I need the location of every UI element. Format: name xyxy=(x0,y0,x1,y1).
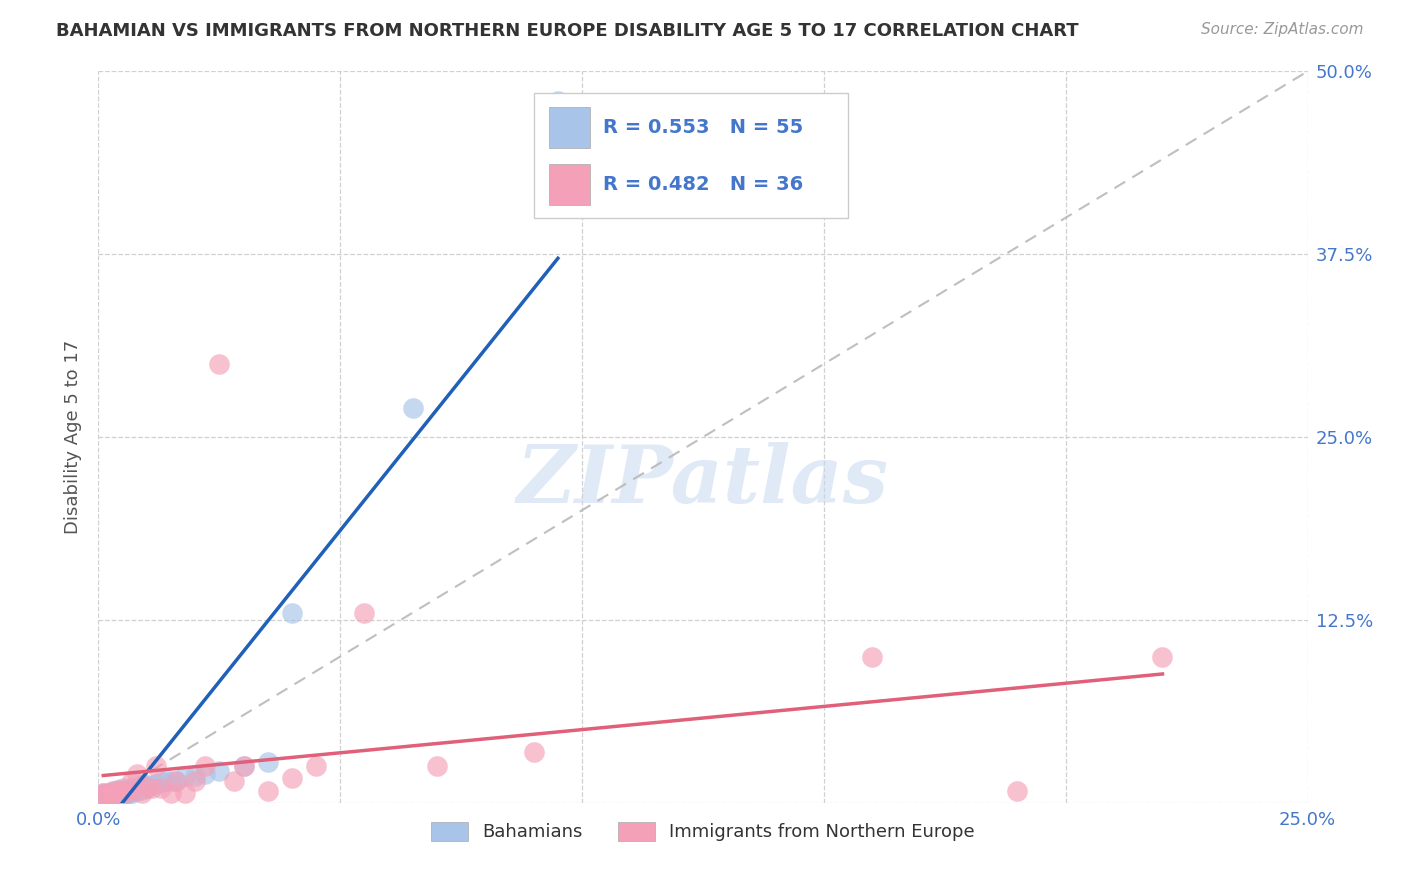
Point xyxy=(97,789,120,803)
Point xyxy=(91,789,114,804)
Point xyxy=(127,784,149,798)
Point xyxy=(155,773,177,788)
Point xyxy=(160,786,183,800)
Point xyxy=(208,357,231,371)
Point xyxy=(127,766,149,780)
Point xyxy=(91,787,114,801)
Point xyxy=(91,789,114,803)
Point xyxy=(131,786,153,800)
Point xyxy=(1152,649,1174,664)
Point xyxy=(111,787,134,801)
Point xyxy=(107,787,129,801)
Point xyxy=(194,766,217,780)
Point xyxy=(150,775,173,789)
Point xyxy=(111,784,134,798)
Point xyxy=(194,759,217,773)
Point xyxy=(97,786,120,800)
Point xyxy=(256,784,278,798)
Point xyxy=(107,789,129,804)
Point xyxy=(97,787,120,801)
Point xyxy=(91,789,114,803)
Point xyxy=(222,773,245,788)
Point xyxy=(232,759,254,773)
Text: ZIPatlas: ZIPatlas xyxy=(517,442,889,520)
Point xyxy=(121,784,143,798)
Point xyxy=(165,773,187,788)
Point xyxy=(135,781,157,796)
Point xyxy=(426,759,449,773)
Point xyxy=(111,781,134,796)
Point xyxy=(135,781,157,796)
Point xyxy=(117,782,139,797)
Point xyxy=(141,778,163,792)
Point xyxy=(111,789,134,803)
Point xyxy=(402,401,425,415)
Point xyxy=(101,789,124,803)
Point xyxy=(305,759,328,773)
Point xyxy=(121,781,143,796)
Point xyxy=(91,786,114,800)
Point xyxy=(353,606,375,620)
Point xyxy=(150,781,173,796)
Point xyxy=(121,773,143,788)
Point xyxy=(184,769,207,783)
Point xyxy=(174,769,197,783)
Point xyxy=(111,782,134,797)
Point xyxy=(145,759,167,773)
Point xyxy=(131,782,153,797)
Point xyxy=(107,782,129,797)
Point xyxy=(91,791,114,805)
Point xyxy=(101,787,124,801)
Point xyxy=(141,781,163,796)
Point xyxy=(97,789,120,803)
Point xyxy=(97,789,120,804)
Y-axis label: Disability Age 5 to 17: Disability Age 5 to 17 xyxy=(63,340,82,534)
Point xyxy=(97,791,120,805)
Point xyxy=(232,759,254,773)
Point xyxy=(101,786,124,800)
Point xyxy=(117,786,139,800)
Point xyxy=(101,789,124,804)
Point xyxy=(97,786,120,800)
Text: BAHAMIAN VS IMMIGRANTS FROM NORTHERN EUROPE DISABILITY AGE 5 TO 17 CORRELATION C: BAHAMIAN VS IMMIGRANTS FROM NORTHERN EUR… xyxy=(56,22,1078,40)
Point xyxy=(281,606,304,620)
Point xyxy=(101,784,124,798)
Point xyxy=(184,773,207,788)
Point xyxy=(117,787,139,801)
Point xyxy=(256,755,278,769)
Point xyxy=(547,94,569,108)
Point xyxy=(97,789,120,803)
Text: Source: ZipAtlas.com: Source: ZipAtlas.com xyxy=(1201,22,1364,37)
Point xyxy=(107,786,129,800)
Point xyxy=(860,649,883,664)
Legend: Bahamians, Immigrants from Northern Europe: Bahamians, Immigrants from Northern Euro… xyxy=(425,814,981,848)
Point xyxy=(101,791,124,805)
Point xyxy=(107,789,129,803)
Point xyxy=(91,789,114,804)
Point xyxy=(111,787,134,801)
Point xyxy=(165,773,187,788)
Point xyxy=(1007,784,1029,798)
Point xyxy=(91,786,114,800)
Point xyxy=(208,764,231,778)
Point xyxy=(145,777,167,791)
Point xyxy=(121,786,143,800)
Point xyxy=(127,781,149,796)
Point xyxy=(121,784,143,798)
Point xyxy=(174,786,197,800)
Point xyxy=(523,745,546,759)
Point xyxy=(101,787,124,801)
Point xyxy=(117,784,139,798)
Point xyxy=(101,784,124,798)
Point xyxy=(131,778,153,792)
Point xyxy=(91,789,114,803)
Point xyxy=(281,771,304,785)
Point xyxy=(160,773,183,788)
Point xyxy=(135,778,157,792)
Point xyxy=(107,782,129,797)
Point xyxy=(107,787,129,801)
